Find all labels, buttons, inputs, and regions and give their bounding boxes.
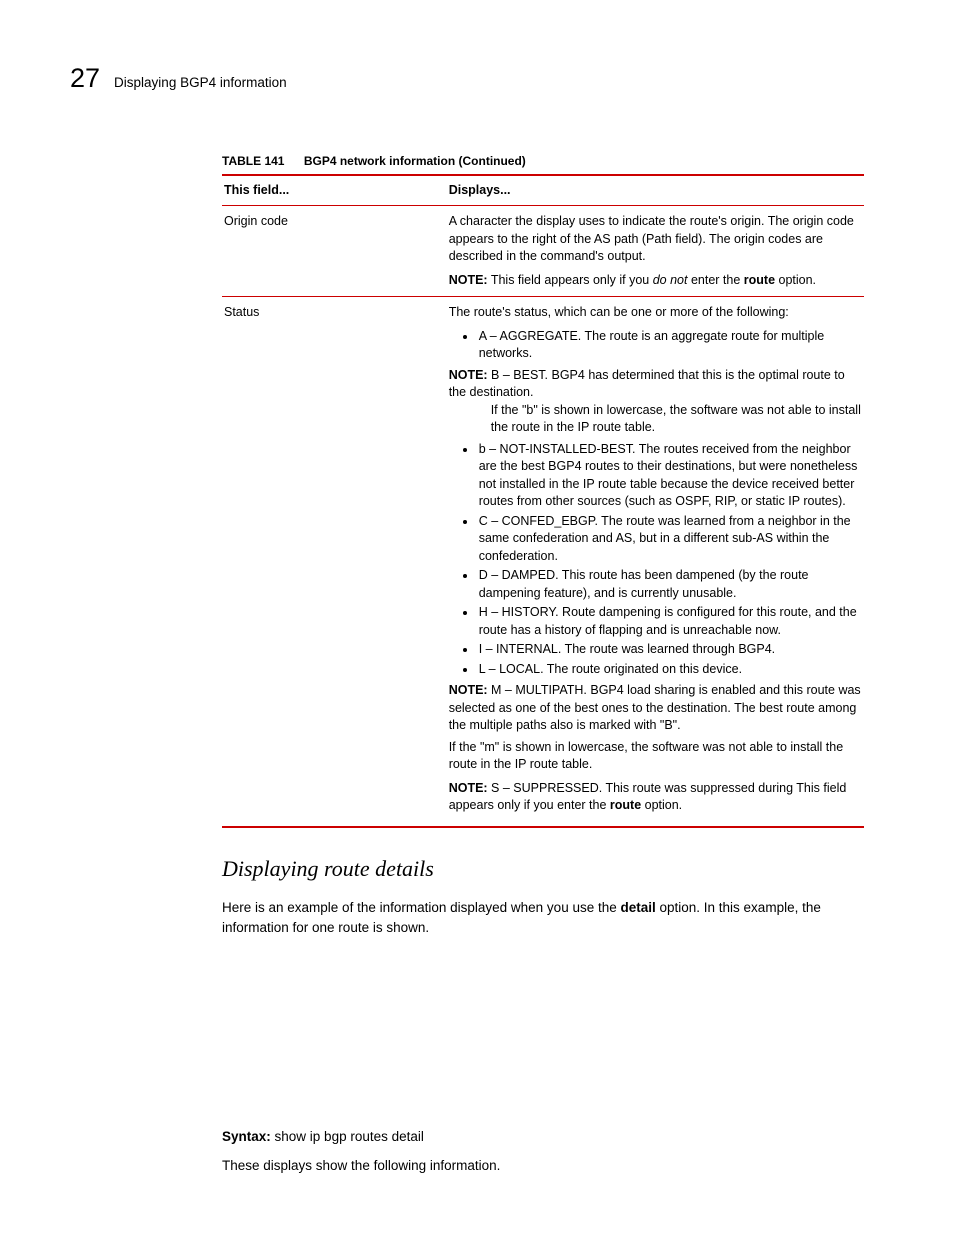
list-item: D – DAMPED. This route has been dampened… (477, 567, 862, 602)
note-sub: If the "m" is shown in lowercase, the so… (449, 739, 862, 774)
text: option. (641, 798, 682, 812)
note-label: NOTE: (449, 273, 488, 287)
note: NOTE: M – MULTIPATH. BGP4 load sharing i… (449, 682, 862, 735)
note-sub: If the "b" is shown in lowercase, the so… (491, 402, 862, 437)
list-item: I – INTERNAL. The route was learned thro… (477, 641, 862, 659)
list-item: H – HISTORY. Route dampening is configur… (477, 604, 862, 639)
text: This field appears only if you (488, 273, 653, 287)
bold-text: detail (620, 900, 655, 915)
note-label: NOTE: (449, 683, 488, 697)
italic-text: do not (653, 273, 688, 287)
note: NOTE: S – SUPPRESSED. This route was sup… (449, 780, 862, 815)
paragraph: These displays show the following inform… (222, 1156, 864, 1176)
text: enter the (687, 273, 743, 287)
list-item: C – CONFED_EBGP. The route was learned f… (477, 513, 862, 566)
paragraph: The route's status, which can be one or … (449, 304, 862, 322)
syntax-command: show ip bgp routes detail (271, 1129, 424, 1144)
text: M – MULTIPATH. BGP4 load sharing is enab… (449, 683, 861, 732)
list-item: b – NOT-INSTALLED-BEST. The routes recei… (477, 441, 862, 511)
chapter-number: 27 (70, 60, 100, 98)
bullet-list: A – AGGREGATE. The route is an aggregate… (449, 328, 862, 363)
paragraph: Here is an example of the information di… (222, 898, 864, 937)
table-row: Status The route's status, which can be … (222, 297, 864, 827)
table-row: Origin code A character the display uses… (222, 206, 864, 297)
bold-text: route (610, 798, 641, 812)
table-title: BGP4 network information (Continued) (304, 154, 526, 168)
note-label: NOTE: (449, 368, 488, 382)
note: NOTE: B – BEST. BGP4 has determined that… (449, 367, 862, 437)
list-item: A – AGGREGATE. The route is an aggregate… (477, 328, 862, 363)
cell-field: Origin code (222, 206, 447, 297)
cell-field: Status (222, 297, 447, 827)
text: B – BEST. BGP4 has determined that this … (449, 368, 845, 400)
reference-table: This field... Displays... Origin code A … (222, 174, 864, 828)
th-displays: Displays... (447, 175, 864, 206)
note: NOTE: This field appears only if you do … (449, 272, 862, 290)
table-label: TABLE 141 (222, 154, 284, 168)
text: option. (775, 273, 816, 287)
section-heading: Displaying route details (222, 854, 864, 885)
page-header: 27 Displaying BGP4 information (70, 60, 864, 98)
syntax-label: Syntax: (222, 1129, 271, 1144)
page: 27 Displaying BGP4 information TABLE 141… (0, 0, 954, 1235)
bullet-list: b – NOT-INSTALLED-BEST. The routes recei… (449, 441, 862, 679)
page-content: TABLE 141 BGP4 network information (Cont… (222, 153, 864, 1176)
bold-text: route (744, 273, 775, 287)
table-caption: TABLE 141 BGP4 network information (Cont… (222, 153, 864, 170)
th-field: This field... (222, 175, 447, 206)
page-title: Displaying BGP4 information (114, 74, 287, 93)
text: Here is an example of the information di… (222, 900, 620, 915)
cell-displays: The route's status, which can be one or … (447, 297, 864, 827)
cell-displays: A character the display uses to indicate… (447, 206, 864, 297)
note-label: NOTE: (449, 781, 488, 795)
paragraph: A character the display uses to indicate… (449, 213, 862, 266)
syntax-line: Syntax: show ip bgp routes detail (222, 1128, 864, 1147)
list-item: L – LOCAL. The route originated on this … (477, 661, 862, 679)
